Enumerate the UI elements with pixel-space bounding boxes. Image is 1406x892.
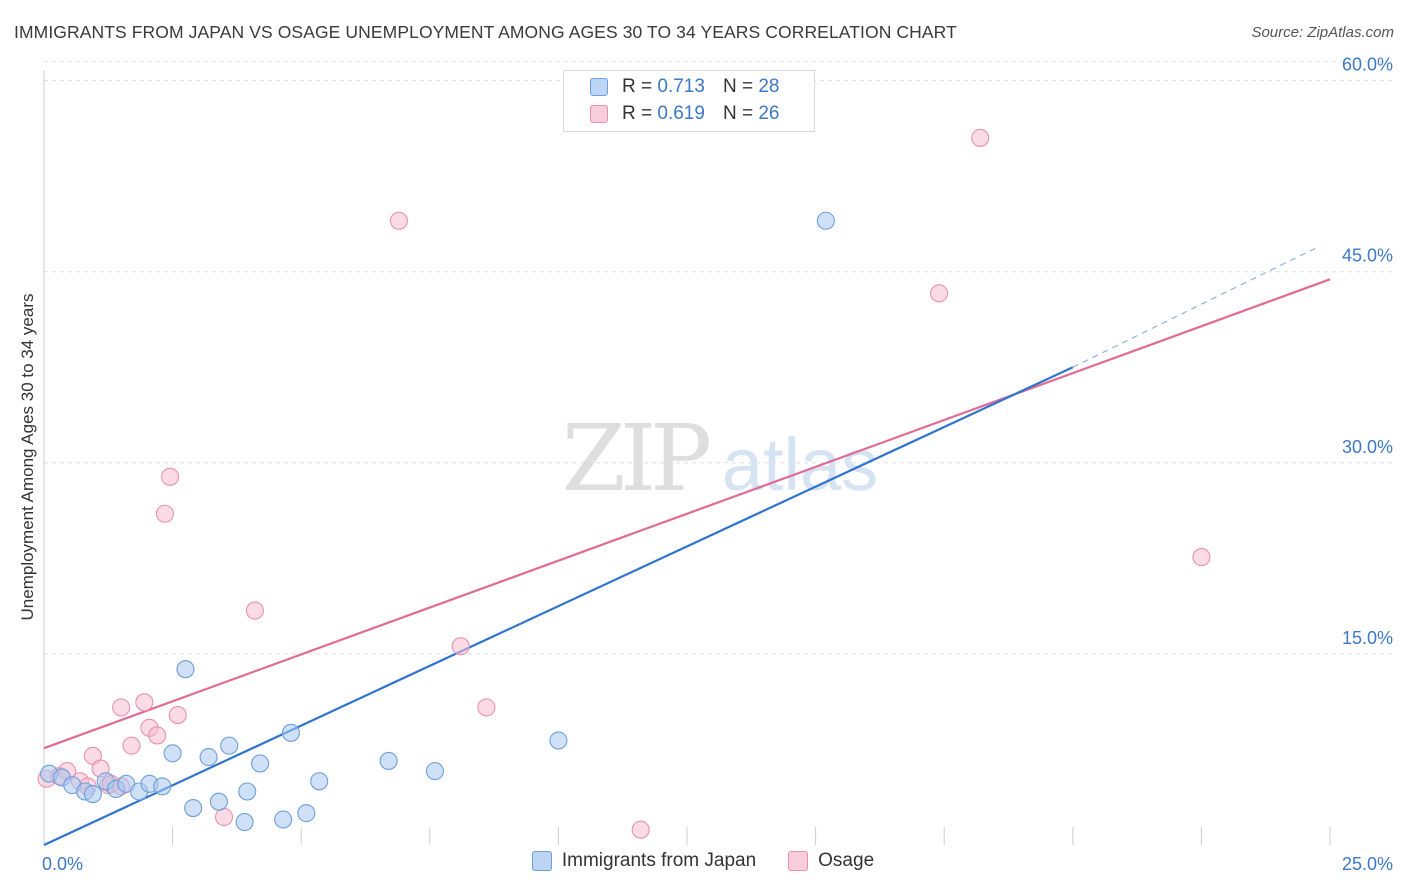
point-japan <box>163 744 182 763</box>
legend-item-osage[interactable]: Osage <box>788 850 874 872</box>
legend-row-osage: R = 0.619 N = 26 <box>590 101 779 127</box>
legend-n-value-japan: 28 <box>758 76 780 97</box>
legend-stats: R = 0.713 N = 28 R = 0.619 N = 26 <box>563 70 815 132</box>
point-osage <box>155 504 174 523</box>
point-japan <box>274 810 293 829</box>
legend-r-value-osage: 0.619 <box>657 103 705 124</box>
legend-r-value-japan: 0.713 <box>657 76 705 97</box>
point-osage <box>971 128 990 147</box>
point-osage <box>148 726 167 745</box>
legend-swatch-osage-bottom <box>788 851 809 871</box>
watermark-zip: ZIP <box>562 405 709 512</box>
data-points <box>37 128 1211 839</box>
gridlines <box>44 60 1392 655</box>
y-tick-label: 15.0% <box>1342 628 1393 648</box>
point-japan <box>549 731 568 750</box>
legend-swatch-osage <box>590 105 608 123</box>
point-osage <box>477 698 496 717</box>
trend-line-japan <box>43 366 1074 846</box>
legend-n-label: N = <box>722 76 754 97</box>
point-osage <box>631 820 650 839</box>
legend-label-japan: Immigrants from Japan <box>561 850 757 871</box>
point-osage <box>122 736 141 755</box>
point-japan <box>425 762 444 781</box>
legend-r-label: R = <box>622 103 653 124</box>
point-japan <box>250 754 270 773</box>
point-osage <box>214 807 234 827</box>
source-label: Source: ZipAtlas.com <box>1251 24 1394 41</box>
point-osage <box>930 284 949 303</box>
point-japan <box>209 792 228 811</box>
legend-item-japan[interactable]: Immigrants from Japan <box>531 850 757 872</box>
point-osage <box>245 601 264 620</box>
x-tick-label: 25.0% <box>1342 854 1393 874</box>
series-legend: Immigrants from Japan Osage <box>0 850 1406 872</box>
point-japan <box>176 660 195 679</box>
legend-row-japan: R = 0.713 N = 28 <box>590 74 779 100</box>
y-tick-label: 30.0% <box>1342 437 1393 457</box>
x-tick-label: 0.0% <box>42 854 83 874</box>
point-osage <box>1192 548 1211 567</box>
legend-n-value-osage: 26 <box>758 103 780 124</box>
legend-label-osage: Osage <box>818 850 875 871</box>
trend-lines <box>43 245 1331 846</box>
point-japan <box>281 723 300 742</box>
point-japan <box>379 751 398 770</box>
y-tick-label: 45.0% <box>1342 246 1393 266</box>
trend-line-japan-extrapolated <box>1072 245 1320 368</box>
y-tick-label: 60.0% <box>1342 55 1393 75</box>
watermark: ZIP atlas <box>562 405 878 512</box>
point-japan <box>297 804 316 823</box>
point-japan <box>83 784 102 804</box>
legend-swatch-japan-bottom <box>531 851 552 871</box>
tick-labels: 15.0% 30.0% 45.0% 60.0% 0.0% 25.0% <box>42 55 1393 874</box>
point-japan <box>310 772 329 791</box>
chart-title: IMMIGRANTS FROM JAPAN VS OSAGE UNEMPLOYM… <box>14 22 957 42</box>
y-axis-label: Unemployment Among Ages 30 to 34 years <box>18 293 37 621</box>
trend-line-osage <box>43 278 1331 750</box>
legend-n-label: N = <box>722 103 754 124</box>
legend-r-label: R = <box>622 76 653 97</box>
legend-swatch-japan <box>590 78 608 96</box>
axes <box>43 70 1331 845</box>
point-osage <box>168 706 187 725</box>
point-japan <box>153 777 172 796</box>
point-japan <box>199 748 218 767</box>
point-osage <box>451 637 470 656</box>
point-japan <box>238 782 257 801</box>
point-japan <box>184 799 203 818</box>
point-osage <box>160 467 180 486</box>
point-japan <box>235 813 254 832</box>
point-japan <box>220 736 239 755</box>
point-osage <box>112 698 131 717</box>
point-osage <box>135 693 154 712</box>
point-osage <box>389 211 408 230</box>
point-japan <box>816 211 835 230</box>
